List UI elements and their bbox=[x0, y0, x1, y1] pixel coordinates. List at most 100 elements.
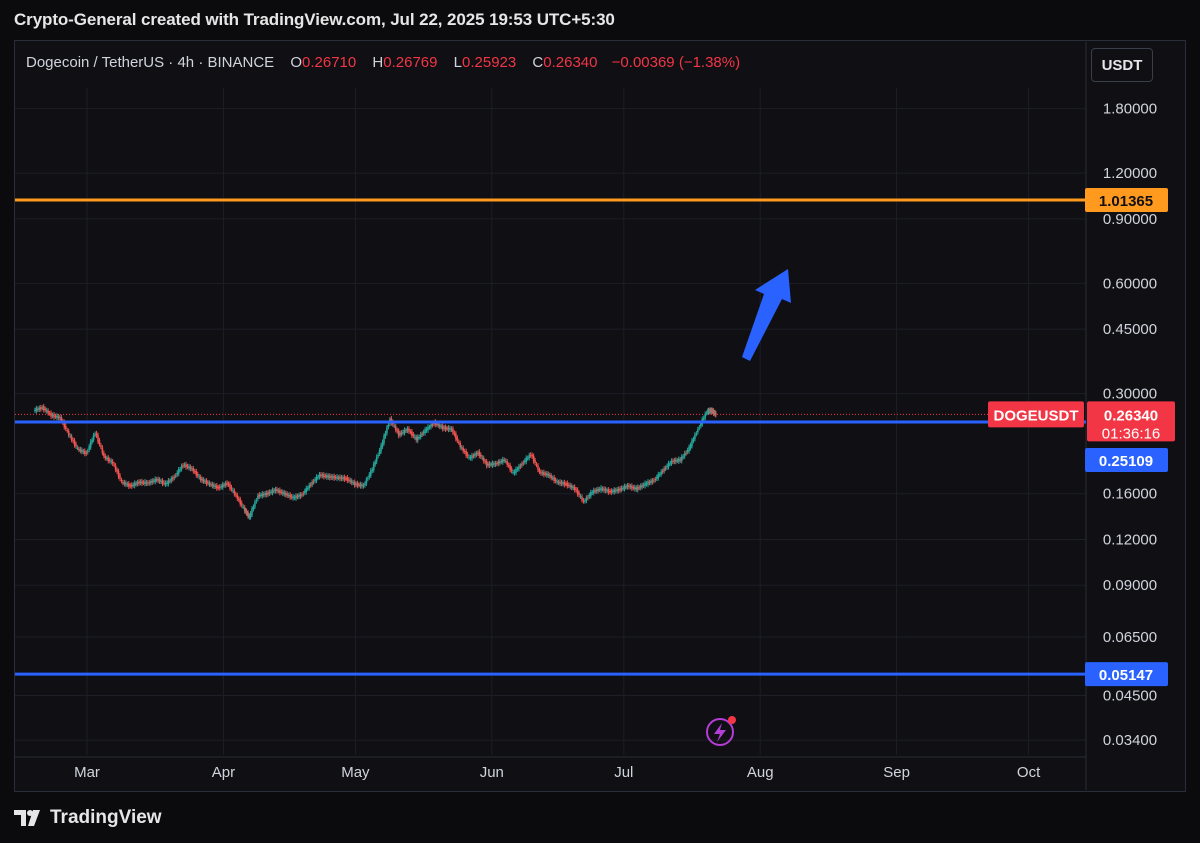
candle-body bbox=[446, 428, 448, 430]
candle-body bbox=[334, 477, 337, 479]
y-tick-label: 0.45000 bbox=[1103, 321, 1157, 338]
candle-body bbox=[506, 461, 508, 465]
candle-body bbox=[257, 495, 259, 500]
candle-body bbox=[393, 425, 396, 427]
candle-body bbox=[374, 461, 376, 465]
candle-body bbox=[205, 480, 208, 484]
candle-body bbox=[177, 469, 180, 474]
candle-body bbox=[207, 482, 209, 484]
candle-body bbox=[683, 453, 686, 457]
candle-body bbox=[232, 490, 234, 492]
candle-body bbox=[343, 476, 346, 480]
candle-body bbox=[262, 494, 265, 496]
candle-body bbox=[372, 463, 375, 471]
candle-body bbox=[437, 423, 440, 426]
price-axis[interactable]: 1.80000 1.20000 0.90000 0.60000 0.45000 0.300… bbox=[1103, 101, 1157, 749]
candle-body bbox=[98, 440, 101, 445]
candle-body bbox=[507, 464, 510, 466]
candle-body bbox=[447, 427, 450, 430]
candle-body bbox=[79, 449, 82, 451]
level-label-bg bbox=[1085, 662, 1168, 687]
change-value: −0.00369 (−1.38%) bbox=[611, 54, 741, 71]
candle-body bbox=[161, 480, 164, 484]
candle-body bbox=[604, 489, 607, 491]
candle-body bbox=[679, 459, 682, 461]
candle-body bbox=[672, 460, 674, 462]
candle-body bbox=[264, 493, 266, 495]
candle-body bbox=[490, 464, 492, 466]
candle-body bbox=[252, 506, 255, 510]
candle-body bbox=[350, 480, 353, 483]
symbol-info: Dogecoin / TetherUS · 4h · BINANCE bbox=[26, 54, 275, 71]
grid bbox=[15, 42, 1087, 790]
candle-body bbox=[525, 457, 528, 462]
tradingview-logo[interactable]: TradingView bbox=[14, 806, 162, 830]
candle-body bbox=[277, 490, 280, 492]
x-tick-label: Jun bbox=[480, 764, 504, 781]
x-tick-label: May bbox=[341, 764, 370, 781]
lightning-icon[interactable] bbox=[706, 716, 736, 746]
candle-body bbox=[522, 462, 525, 464]
candle-body bbox=[460, 447, 463, 449]
candle-body bbox=[675, 459, 677, 462]
candle-body bbox=[562, 482, 564, 484]
candle-body bbox=[238, 498, 240, 500]
candle-body bbox=[421, 433, 423, 435]
candle-body bbox=[94, 433, 96, 435]
time-axis[interactable]: Mar Apr May Jun Jul Aug Sep Oct bbox=[74, 764, 1041, 781]
candle-body bbox=[669, 463, 671, 465]
candle-body bbox=[298, 495, 300, 497]
candle-body bbox=[217, 487, 220, 489]
candle-body bbox=[340, 477, 343, 479]
candle-body bbox=[650, 480, 652, 483]
candle-body bbox=[518, 466, 520, 470]
candle-body bbox=[172, 477, 174, 480]
symbol-tag: DOGEUSDT bbox=[993, 407, 1078, 424]
candle-body bbox=[152, 480, 155, 482]
candle-body bbox=[383, 435, 385, 444]
candle-body bbox=[47, 410, 49, 414]
candle-body bbox=[245, 510, 248, 514]
candle-body bbox=[204, 481, 206, 483]
candle-body bbox=[481, 457, 484, 459]
candle-body bbox=[324, 475, 327, 477]
candle-body bbox=[82, 451, 85, 453]
candle-body bbox=[97, 435, 99, 442]
candle-body bbox=[544, 473, 547, 475]
candle-body bbox=[60, 417, 63, 422]
candle-body bbox=[88, 446, 90, 450]
candle-body bbox=[273, 490, 275, 492]
candle-body bbox=[155, 479, 158, 481]
candle-body bbox=[531, 454, 533, 457]
candle-body bbox=[202, 479, 205, 482]
candle-body bbox=[449, 428, 451, 430]
candle-body bbox=[166, 482, 168, 485]
candle-body bbox=[453, 432, 456, 435]
candle-body bbox=[167, 480, 170, 485]
y-tick-label: 0.03400 bbox=[1103, 732, 1157, 749]
candle-body bbox=[691, 440, 693, 447]
currency-button[interactable]: USDT bbox=[1091, 48, 1153, 82]
tv-brand-text: TradingView bbox=[50, 807, 162, 828]
candle-body bbox=[422, 431, 425, 434]
candle-body bbox=[680, 456, 683, 462]
candle-body bbox=[125, 482, 127, 485]
candle-body bbox=[218, 486, 221, 489]
candle-body bbox=[53, 414, 55, 418]
candle-body bbox=[170, 478, 173, 481]
candle-body bbox=[556, 480, 558, 483]
candle-body bbox=[267, 492, 269, 495]
candle-body bbox=[673, 460, 676, 462]
candle-body bbox=[702, 417, 705, 420]
price-series bbox=[15, 403, 1086, 520]
candle-body bbox=[337, 477, 340, 479]
candle-body bbox=[516, 469, 519, 471]
candle-body bbox=[606, 490, 608, 492]
candle-body bbox=[450, 428, 453, 430]
y-tick-label: 1.20000 bbox=[1103, 165, 1157, 182]
candle-body bbox=[145, 482, 148, 484]
candle-body bbox=[136, 482, 139, 485]
candle-body bbox=[597, 488, 599, 492]
x-tick-label: Jul bbox=[614, 764, 633, 781]
